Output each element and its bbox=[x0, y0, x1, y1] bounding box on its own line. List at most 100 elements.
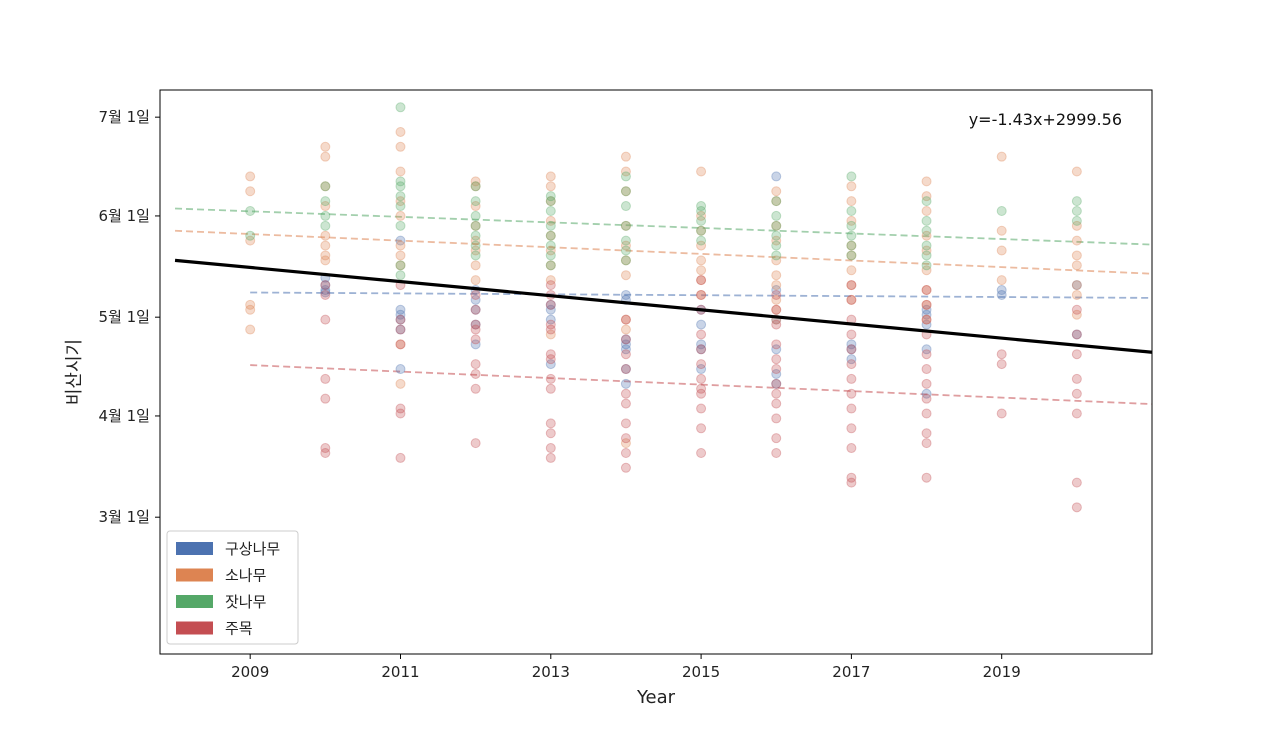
scatter-point bbox=[545, 373, 556, 384]
scatter-point bbox=[1071, 166, 1082, 177]
scatter-point bbox=[620, 171, 631, 182]
scatter-points bbox=[245, 102, 1082, 513]
scatter-point bbox=[696, 275, 707, 286]
scatter-point bbox=[545, 304, 556, 315]
scatter-point bbox=[395, 181, 406, 192]
scatter-point bbox=[320, 314, 331, 325]
scatter-point bbox=[771, 339, 782, 350]
scatter-point bbox=[620, 334, 631, 345]
scatter-point bbox=[771, 171, 782, 182]
scatter-point bbox=[846, 344, 857, 355]
scatter-point bbox=[921, 304, 932, 315]
scatter-point bbox=[846, 230, 857, 241]
scatter-point bbox=[846, 205, 857, 216]
scatter-point bbox=[1071, 220, 1082, 231]
scatter-point bbox=[620, 201, 631, 212]
scatter-point bbox=[470, 250, 481, 261]
scatter-point bbox=[696, 388, 707, 399]
scatter-point bbox=[320, 393, 331, 404]
scatter-point bbox=[846, 354, 857, 365]
scatter-point bbox=[921, 191, 932, 202]
scatter-point bbox=[395, 201, 406, 212]
legend-label: 구상나무 bbox=[225, 540, 280, 558]
scatter-point bbox=[545, 324, 556, 335]
scatter-point bbox=[771, 196, 782, 207]
scatter-point bbox=[395, 210, 406, 221]
scatter-point bbox=[846, 339, 857, 350]
scatter-point bbox=[921, 285, 932, 296]
scatter-point bbox=[696, 235, 707, 246]
scatter-point bbox=[1071, 388, 1082, 399]
scatter-point bbox=[620, 289, 631, 300]
scatter-point bbox=[470, 334, 481, 345]
scatter-point bbox=[1071, 289, 1082, 300]
scatter-point bbox=[545, 260, 556, 271]
scatter-point bbox=[545, 383, 556, 394]
scatter-point bbox=[620, 314, 631, 325]
scatter-point bbox=[470, 304, 481, 315]
scatter-point bbox=[545, 260, 556, 271]
scatter-point bbox=[921, 205, 932, 216]
scatter-point bbox=[921, 265, 932, 276]
scatter-point bbox=[620, 245, 631, 256]
scatter-point bbox=[771, 285, 782, 296]
scatter-point bbox=[1071, 205, 1082, 216]
scatter-point bbox=[771, 368, 782, 379]
x-tick-label: 2013 bbox=[532, 663, 570, 681]
scatter-point bbox=[771, 186, 782, 197]
y-tick-label: 5월 1일 bbox=[99, 308, 150, 326]
scatter-point bbox=[771, 388, 782, 399]
scatter-point bbox=[846, 359, 857, 370]
scatter-point bbox=[395, 314, 406, 325]
scatter-point bbox=[620, 151, 631, 162]
legend-swatch bbox=[176, 542, 213, 555]
scatter-point bbox=[470, 289, 481, 300]
scatter-point bbox=[470, 368, 481, 379]
scatter-point bbox=[245, 304, 256, 315]
scatter-point bbox=[620, 220, 631, 231]
scatter-point bbox=[771, 304, 782, 315]
legend-label: 잣나무 bbox=[225, 593, 267, 611]
scatter-point bbox=[696, 205, 707, 216]
scatter-point bbox=[545, 230, 556, 241]
scatter-point bbox=[1071, 304, 1082, 315]
scatter-point bbox=[245, 324, 256, 335]
scatter-point bbox=[1071, 250, 1082, 261]
scatter-point bbox=[620, 255, 631, 266]
x-tick-label: 2011 bbox=[381, 663, 419, 681]
scatter-point bbox=[245, 186, 256, 197]
scatter-point bbox=[771, 270, 782, 281]
scatter-point bbox=[921, 240, 932, 251]
scatter-point bbox=[470, 235, 481, 246]
trend-line bbox=[174, 229, 1153, 275]
scatter-point bbox=[620, 339, 631, 350]
scatter-point bbox=[921, 428, 932, 439]
legend-box bbox=[166, 530, 299, 645]
scatter-point bbox=[771, 230, 782, 241]
scatter-point bbox=[846, 373, 857, 384]
scatter-point bbox=[620, 186, 631, 197]
scatter-point bbox=[320, 201, 331, 212]
scatter-point bbox=[395, 304, 406, 315]
trend-lines bbox=[174, 207, 1153, 406]
scatter-point bbox=[696, 329, 707, 340]
scatter-point bbox=[545, 354, 556, 365]
scatter-point bbox=[545, 299, 556, 310]
scatter-point bbox=[921, 230, 932, 241]
scatter-point bbox=[395, 235, 406, 246]
scatter-point bbox=[470, 240, 481, 251]
scatter-point bbox=[470, 230, 481, 241]
scatter-point bbox=[470, 304, 481, 315]
scatter-point bbox=[320, 373, 331, 384]
scatter-point bbox=[320, 255, 331, 266]
scatter-point bbox=[470, 210, 481, 221]
trend-line bbox=[174, 207, 1153, 246]
scatter-point bbox=[696, 289, 707, 300]
scatter-point bbox=[771, 220, 782, 231]
scatter-point bbox=[545, 428, 556, 439]
scatter-point bbox=[696, 215, 707, 226]
y-tick-label: 6월 1일 bbox=[99, 207, 150, 225]
scatter-point bbox=[320, 220, 331, 231]
